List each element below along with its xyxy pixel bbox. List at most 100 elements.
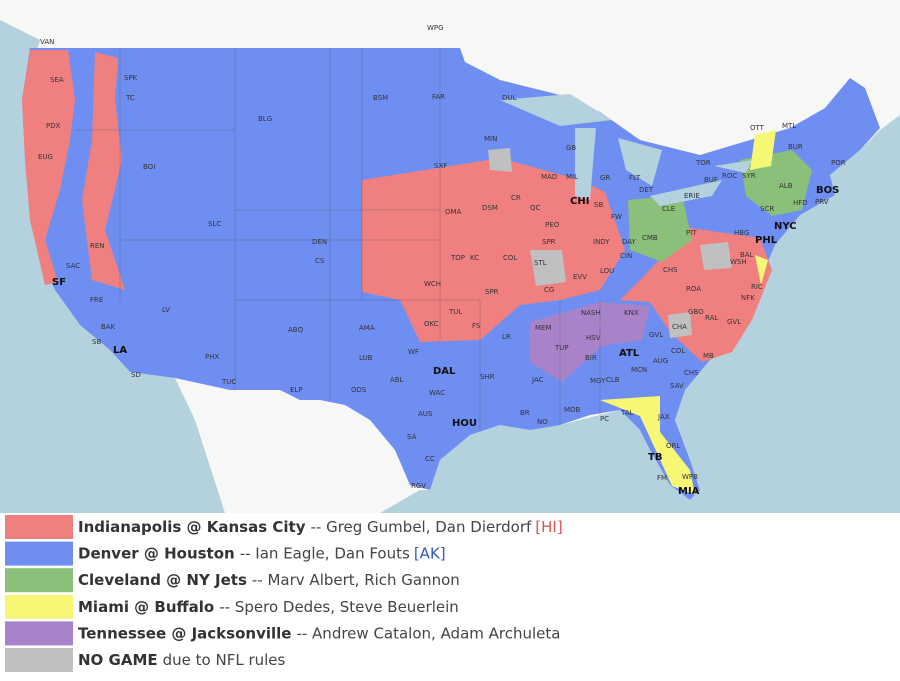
game-name: Indianapolis @ Kansas City	[78, 518, 306, 536]
city-label: CHA	[672, 323, 687, 331]
legend-swatch	[5, 648, 73, 672]
city-label: EUG	[38, 153, 53, 161]
city-label: PRV	[815, 198, 829, 206]
city-label: WPG	[427, 24, 444, 32]
city-label: SHR	[480, 373, 495, 381]
city-label: MOB	[564, 406, 581, 414]
city-label: STL	[534, 259, 547, 267]
region-miami-buffalo	[600, 396, 695, 495]
game-name: Miami @ Buffalo	[78, 597, 214, 615]
city-label: REN	[90, 242, 105, 250]
city-label: CS	[315, 257, 325, 265]
city-label: TAL	[620, 409, 634, 417]
city-label: OTT	[750, 124, 765, 132]
game-name: Tennessee @ Jacksonville	[78, 624, 291, 642]
city-label: TUL	[448, 308, 462, 316]
city-label: TUP	[554, 344, 569, 352]
city-label: GBO	[688, 308, 704, 316]
city-label: NFK	[741, 294, 755, 302]
pacific-ocean	[0, 20, 225, 513]
city-label: SPK	[124, 74, 138, 82]
city-label: AMA	[359, 324, 375, 332]
city-label: ABQ	[288, 326, 304, 334]
city-label: FLT	[629, 174, 641, 182]
city-label: SD	[131, 371, 141, 379]
legend-swatch	[5, 594, 73, 619]
city-label: ODS	[351, 386, 367, 394]
game-name: NO GAME	[78, 651, 158, 669]
city-label: SYR	[742, 172, 756, 180]
city-label: MCN	[631, 366, 647, 374]
city-label: COL	[671, 347, 685, 355]
city-label: CG	[544, 286, 554, 294]
city-label: ROC	[722, 172, 737, 180]
legend-entry: Indianapolis @ Kansas City -- Greg Gumbel…	[78, 518, 563, 536]
city-label: BOI	[143, 163, 155, 171]
city-label: GB	[566, 144, 576, 152]
city-label: SF	[52, 277, 66, 288]
city-label: VAN	[40, 38, 54, 46]
lake	[714, 160, 752, 173]
city-label: AUG	[653, 357, 668, 365]
city-label: QC	[530, 204, 541, 212]
city-label: BUF	[704, 176, 718, 184]
legend-swatch	[5, 568, 73, 593]
city-label: SXF	[434, 162, 447, 170]
city-label: DET	[639, 186, 654, 194]
region-indianapolis-kc	[362, 158, 625, 342]
region-indianapolis-kc	[22, 50, 75, 285]
city-label: CHI	[570, 196, 589, 207]
city-label: BAK	[101, 323, 116, 331]
city-label: ELP	[290, 386, 303, 394]
city-label: TOP	[450, 254, 465, 262]
city-label: ORL	[666, 442, 680, 450]
city-label: BOS	[816, 185, 839, 196]
city-label: WCH	[424, 280, 441, 288]
city-label: DEN	[312, 238, 327, 246]
city-label: ALB	[779, 182, 793, 190]
city-label: INDY	[593, 238, 610, 246]
city-label: DSM	[482, 204, 498, 212]
city-label: ERIE	[684, 192, 700, 200]
region-miami-buffalo	[755, 255, 768, 285]
region-indianapolis-kc	[82, 52, 125, 290]
city-label: LA	[113, 345, 127, 356]
city-label: WPB	[682, 473, 698, 481]
city-label: HOU	[452, 418, 477, 429]
city-label: DAY	[622, 238, 637, 246]
city-label: DAL	[433, 366, 456, 377]
city-label: SPR	[542, 238, 556, 246]
city-label: RIC	[751, 283, 763, 291]
region-no-game	[488, 148, 512, 172]
city-label: PIT	[686, 229, 697, 237]
city-label: LOU	[600, 267, 614, 275]
city-label: OMA	[445, 208, 462, 216]
city-label: DUL	[502, 94, 517, 102]
atlantic-gulf	[380, 115, 900, 513]
city-label: ROA	[686, 285, 701, 293]
legend-swatch	[5, 515, 73, 539]
lake	[650, 180, 722, 206]
city-label: CHS	[663, 266, 678, 274]
city-label: BIR	[585, 354, 597, 362]
region-no-game	[530, 250, 566, 286]
announcers: -- Greg Gumbel, Dan Dierdorf	[310, 518, 532, 536]
city-label: ABL	[390, 376, 404, 384]
city-label: ATL	[619, 348, 640, 359]
game-name: Denver @ Houston	[78, 544, 235, 562]
city-label: MB	[703, 352, 714, 360]
city-label: SLC	[208, 220, 221, 228]
city-label: SAV	[670, 382, 684, 390]
city-label: TOR	[695, 159, 711, 167]
announcers: -- Ian Eagle, Dan Fouts	[240, 544, 410, 562]
region-cleveland-nyj	[628, 195, 692, 262]
city-label: WF	[408, 348, 419, 356]
lake	[618, 138, 662, 186]
city-label: FRE	[90, 296, 103, 304]
city-label: TUC	[221, 378, 236, 386]
region-no-game	[668, 312, 692, 338]
city-label: BUR	[788, 143, 803, 151]
city-label: FAR	[432, 93, 445, 101]
city-label: FS	[472, 322, 481, 330]
map	[0, 20, 900, 513]
